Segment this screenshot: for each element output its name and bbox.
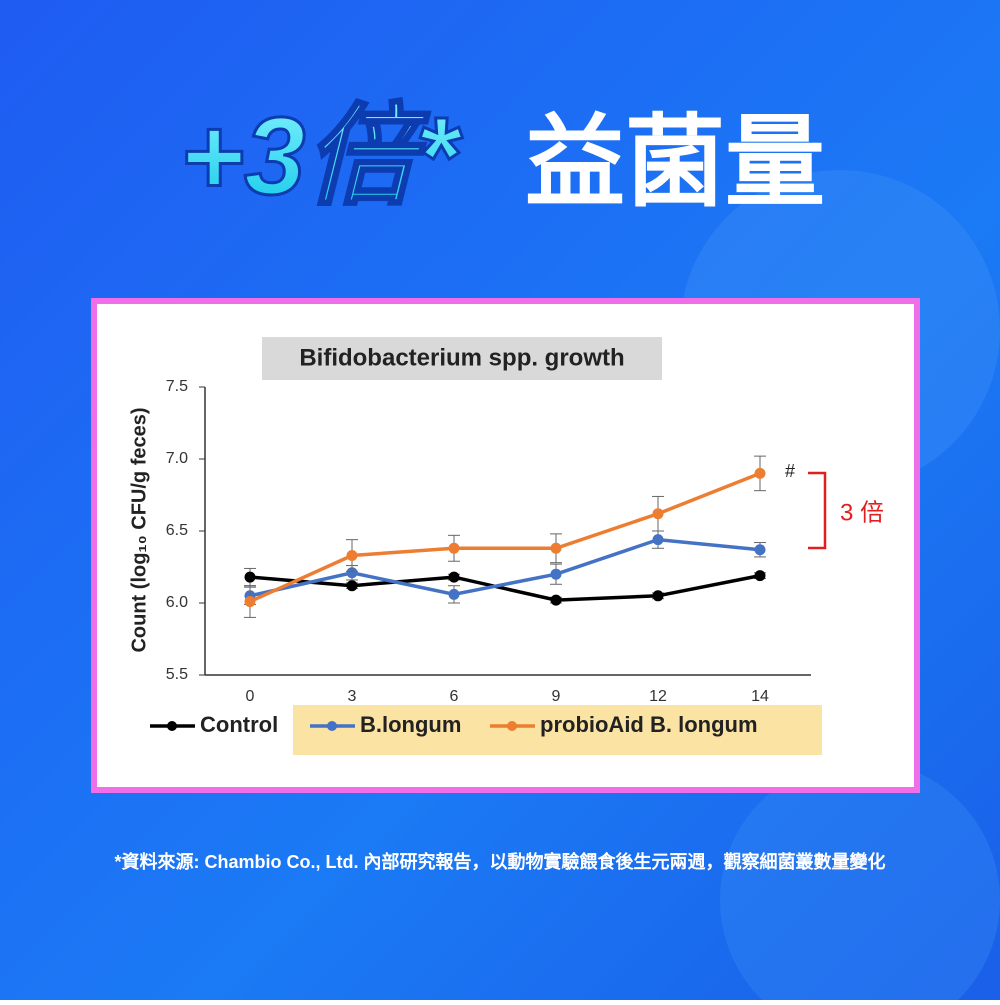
point — [550, 568, 562, 580]
legend-label: B.longum — [360, 712, 461, 737]
legend-label: probioAid B. longum — [540, 712, 758, 737]
x-tick-label: 0 — [246, 688, 255, 705]
legend-marker — [327, 721, 337, 731]
chart-title: Bifidobacterium spp. growth — [299, 344, 624, 371]
x-tick-label: 6 — [450, 688, 459, 705]
bracket — [808, 471, 827, 550]
point — [448, 542, 460, 554]
point — [550, 594, 562, 606]
series-line — [249, 573, 761, 602]
y-tick-label: 7.0 — [166, 450, 188, 467]
x-tick-label: 12 — [649, 688, 667, 705]
y-tick-label: 6.5 — [166, 522, 188, 539]
point — [652, 590, 664, 602]
legend-highlight — [293, 705, 822, 755]
legend-marker — [167, 721, 177, 731]
point — [754, 570, 766, 582]
legend-marker — [507, 721, 517, 731]
legend-label: Control — [200, 712, 278, 737]
headline-accent: +3倍* — [180, 95, 463, 218]
point — [652, 508, 664, 520]
title-box — [262, 337, 662, 380]
y-tick-label: 6.0 — [166, 594, 188, 611]
point — [652, 534, 664, 546]
point — [244, 596, 256, 608]
y-tick-label: 7.5 — [166, 378, 188, 395]
point — [754, 544, 766, 556]
bg-bubble — [720, 760, 1000, 1005]
x-tick-label: 3 — [348, 688, 357, 705]
annotation: 3 倍 — [840, 499, 884, 526]
point — [346, 549, 358, 561]
point — [346, 580, 358, 592]
annotation: # — [785, 461, 795, 481]
point — [346, 567, 358, 579]
point — [550, 542, 562, 554]
series-line — [249, 537, 761, 598]
point — [448, 571, 460, 583]
y-tick-label: 5.5 — [166, 666, 188, 683]
x-tick-label: 9 — [552, 688, 561, 705]
footnote: *資料來源: Chambio Co., Ltd. 內部研究報告，以動物實驗餵食後… — [115, 851, 886, 872]
headline-main: 益菌量 — [525, 106, 825, 218]
point — [244, 571, 256, 583]
x-tick-label: 14 — [751, 688, 769, 705]
point — [754, 467, 766, 479]
series-line — [249, 471, 761, 604]
y-axis-label: Count (log₁₀ CFU/g feces) — [128, 407, 150, 652]
point — [448, 588, 460, 600]
